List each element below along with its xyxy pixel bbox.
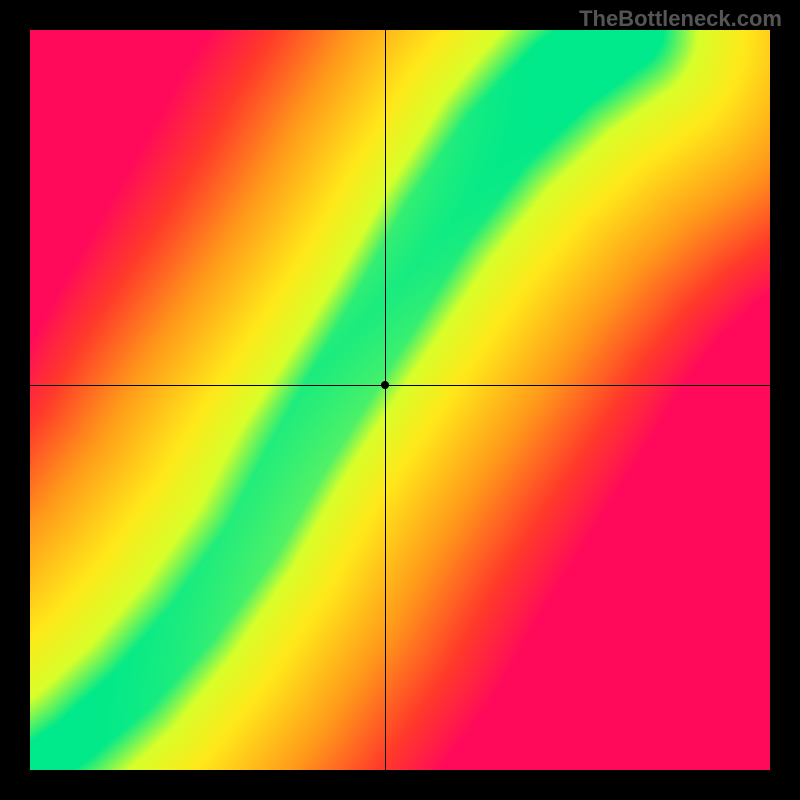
crosshair-marker [381, 381, 389, 389]
crosshair-vertical [385, 30, 386, 770]
plot-area [30, 30, 770, 770]
heatmap-canvas [30, 30, 770, 770]
figure-root: TheBottleneck.com [0, 0, 800, 800]
watermark-text: TheBottleneck.com [579, 6, 782, 32]
crosshair-horizontal [30, 385, 770, 386]
